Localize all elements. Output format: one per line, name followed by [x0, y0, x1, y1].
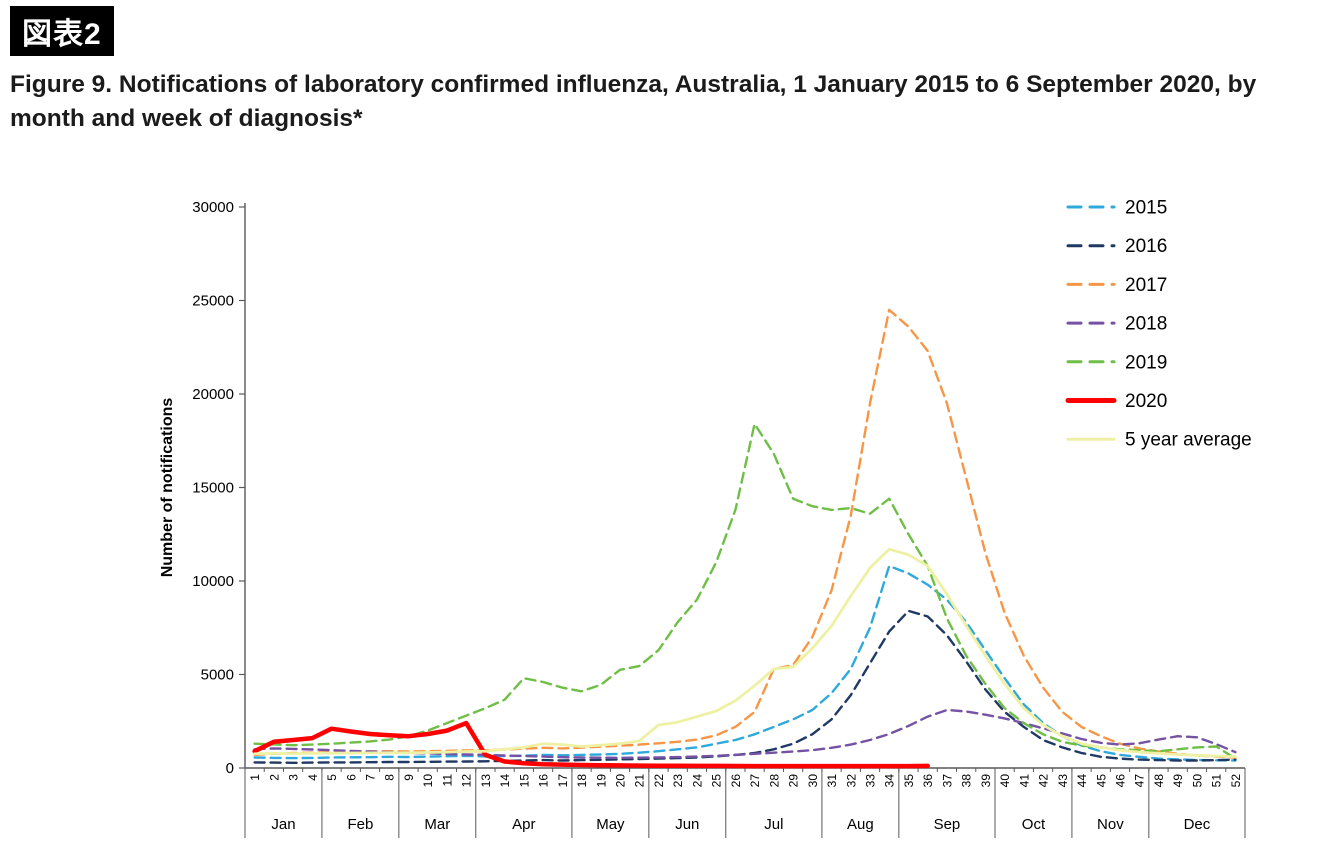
week-label: 41: [1017, 774, 1031, 788]
week-label: 1: [248, 774, 262, 781]
week-label: 45: [1094, 774, 1108, 788]
week-label: 23: [671, 774, 685, 788]
week-label: 50: [1190, 774, 1204, 788]
month-label: Feb: [347, 816, 373, 833]
week-label: 3: [287, 774, 301, 781]
week-label: 40: [998, 774, 1012, 788]
legend-label-2015: 2015: [1125, 198, 1167, 219]
week-label: 24: [690, 774, 704, 788]
month-label: Jan: [271, 816, 295, 833]
week-label: 38: [960, 774, 974, 788]
month-label: Dec: [1184, 816, 1211, 833]
month-label: Jun: [675, 816, 699, 833]
week-label: 10: [421, 774, 435, 788]
legend-label-2017: 2017: [1125, 275, 1167, 296]
y-tick-label: 0: [226, 760, 234, 777]
series-2015-line: [253, 564, 1237, 762]
series-5-year-average-line: [253, 547, 1237, 758]
legend-label-5-year-average: 5 year average: [1125, 430, 1252, 451]
figure-title: Figure 9. Notifications of laboratory co…: [10, 71, 1257, 132]
week-label: 32: [844, 774, 858, 788]
legend-label-2016: 2016: [1125, 236, 1167, 257]
week-label: 52: [1229, 774, 1243, 788]
week-label: 46: [1114, 774, 1128, 788]
week-label: 33: [864, 774, 878, 788]
week-label: 42: [1037, 774, 1051, 788]
week-label: 51: [1210, 774, 1224, 788]
y-tick-label: 5000: [201, 667, 234, 684]
week-label: 35: [902, 774, 916, 788]
legend-label-2018: 2018: [1125, 314, 1167, 335]
series-2017-line: [253, 308, 1237, 759]
week-label: 15: [517, 774, 531, 788]
week-label: 48: [1152, 774, 1166, 788]
week-label: 36: [921, 774, 935, 788]
y-axis-title: Number of notifications: [159, 398, 176, 578]
week-label: 19: [594, 774, 608, 788]
week-label: 25: [710, 774, 724, 788]
week-label: 20: [614, 774, 628, 788]
week-label: 34: [883, 774, 897, 788]
month-label: Sep: [934, 816, 961, 833]
week-label: 14: [498, 774, 512, 788]
week-label: 16: [537, 774, 551, 788]
week-label: 9: [402, 774, 416, 781]
week-label: 27: [748, 774, 762, 788]
week-label: 31: [825, 774, 839, 788]
y-tick-label: 10000: [192, 573, 234, 590]
week-label: 28: [767, 774, 781, 788]
week-label: 22: [652, 774, 666, 788]
legend-label-2020: 2020: [1125, 391, 1167, 412]
week-label: 5: [325, 774, 339, 781]
month-label: Oct: [1022, 816, 1046, 833]
month-label: Jul: [764, 816, 783, 833]
week-label: 8: [383, 774, 397, 781]
week-label: 21: [633, 774, 647, 788]
y-tick-label: 20000: [192, 386, 234, 403]
week-label: 44: [1075, 774, 1089, 788]
week-label: 39: [979, 774, 993, 788]
week-label: 37: [940, 774, 954, 788]
week-label: 18: [575, 774, 589, 788]
month-label: Mar: [424, 816, 450, 833]
week-label: 29: [787, 774, 801, 788]
y-tick-label: 15000: [192, 480, 234, 497]
week-label: 17: [556, 774, 570, 788]
week-label: 26: [729, 774, 743, 788]
week-label: 43: [1056, 774, 1070, 788]
y-tick-label: 25000: [192, 293, 234, 310]
week-label: 7: [364, 774, 378, 781]
month-label: Apr: [512, 816, 535, 833]
week-label: 6: [344, 774, 358, 781]
series-2016-line: [253, 609, 1237, 764]
week-label: 12: [460, 774, 474, 788]
series-2020-line: [252, 720, 930, 769]
week-label: 11: [440, 774, 454, 787]
week-label: 2: [267, 774, 281, 781]
series-2019-line: [253, 422, 1237, 760]
legend-label-2019: 2019: [1125, 352, 1167, 373]
week-label: 49: [1171, 774, 1185, 788]
y-tick-label: 30000: [192, 199, 234, 216]
month-label: Aug: [847, 816, 874, 833]
week-label: 30: [806, 774, 820, 788]
week-label: 4: [306, 774, 320, 781]
week-label: 47: [1133, 774, 1147, 788]
month-label: Nov: [1097, 816, 1124, 833]
week-label: 13: [479, 774, 493, 788]
month-label: May: [596, 816, 625, 833]
figure-tag: 図表2: [10, 6, 114, 56]
